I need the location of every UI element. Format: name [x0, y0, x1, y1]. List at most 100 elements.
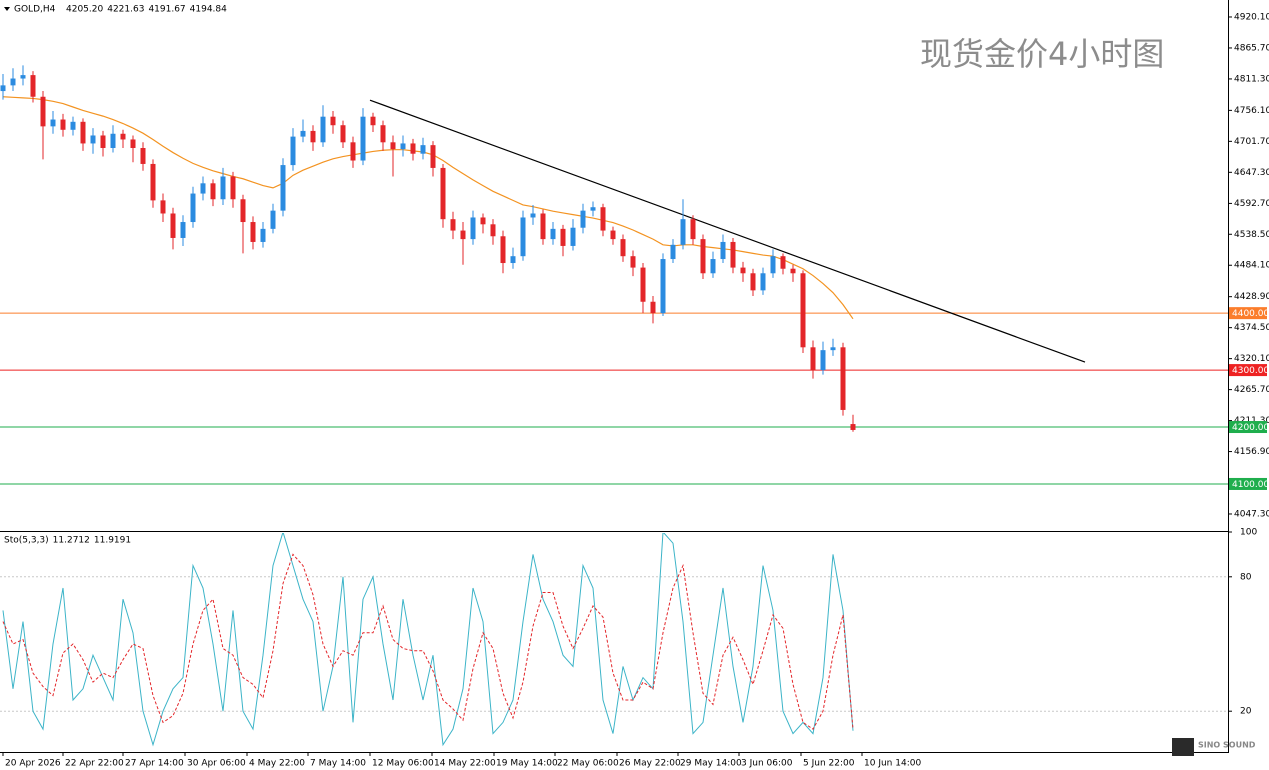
y-tick-label: 4647.30 — [1234, 168, 1269, 178]
trendline — [369, 99, 1086, 363]
candle-body — [820, 350, 826, 371]
candle-body — [780, 256, 786, 269]
candle-body — [850, 424, 856, 430]
candle-body — [730, 241, 736, 268]
candle-body — [280, 165, 286, 211]
candle-body — [570, 227, 576, 246]
x-tick-label: 5 Jun 22:00 — [803, 759, 855, 769]
y-tick-label: 4756.10 — [1234, 106, 1269, 116]
candle-body — [50, 119, 56, 127]
candle-body — [160, 200, 166, 214]
level-label: 4300.00 — [1232, 366, 1269, 376]
candle-body — [250, 222, 256, 242]
x-tick-label: 4 May 22:00 — [249, 759, 305, 769]
x-tick-label: 22 May 06:00 — [557, 759, 619, 769]
candle-body — [10, 78, 16, 86]
candle-body — [770, 256, 776, 274]
candle-body — [710, 259, 716, 274]
candle-body — [190, 193, 196, 223]
candle-body — [200, 183, 206, 194]
candle-body — [140, 148, 146, 164]
stochastic-signal — [2, 553, 854, 730]
x-tick-label: 20 Apr 2026 — [5, 759, 61, 769]
candle-body — [660, 259, 666, 314]
x-tick-label: 7 May 14:00 — [310, 759, 366, 769]
level-label-bg — [1229, 307, 1267, 320]
y-tick-label: 4047.30 — [1234, 509, 1269, 519]
candle-body — [40, 96, 46, 127]
stochastic-panel — [0, 533, 1228, 747]
x-tick-label: 14 May 22:00 — [434, 759, 496, 769]
candle-body — [650, 301, 656, 314]
x-tick-label: 12 May 06:00 — [372, 759, 434, 769]
candle-body — [800, 273, 806, 348]
candle-body — [30, 75, 36, 97]
candle-body — [550, 228, 556, 240]
level-label: 4100.00 — [1232, 480, 1269, 490]
y-tick-label: 4811.30 — [1234, 74, 1269, 84]
indicator-name: Sto(5,3,3) — [4, 536, 49, 546]
candle-body — [70, 121, 76, 130]
candle-body — [530, 213, 536, 218]
candle-body — [420, 145, 426, 154]
candle-body — [410, 143, 416, 154]
candle-body — [740, 267, 746, 274]
y-tick-label: 4265.70 — [1234, 385, 1269, 395]
candle-body — [830, 347, 836, 351]
x-tick-label: 29 May 14:00 — [680, 759, 742, 769]
candle-body — [460, 230, 466, 240]
x-tick-label: 27 Apr 14:00 — [125, 759, 184, 769]
candle-body — [450, 219, 456, 231]
candle-body — [310, 130, 316, 143]
candle-body — [810, 347, 816, 371]
logo: SINO SOUND — [1198, 741, 1256, 750]
y-tick-label: 4374.50 — [1234, 323, 1269, 333]
candle-body — [320, 116, 326, 143]
candle-body — [600, 207, 606, 231]
candle-body — [610, 230, 616, 240]
candle-body — [400, 143, 406, 150]
candle-body — [80, 121, 86, 144]
candle-body — [230, 176, 236, 200]
y-tick-label: 4701.70 — [1234, 137, 1269, 147]
x-tick-label: 22 Apr 22:00 — [65, 759, 124, 769]
candle-body — [220, 176, 226, 200]
candle-body — [520, 217, 526, 257]
candle-body — [510, 256, 516, 264]
candle-body — [760, 273, 766, 291]
candle-body — [150, 163, 156, 201]
candle-body — [580, 210, 586, 228]
x-tick-label: 26 May 22:00 — [619, 759, 681, 769]
level-label: 4400.00 — [1232, 309, 1269, 319]
candle-body — [180, 222, 186, 238]
candle-body — [640, 267, 646, 302]
candle-body — [700, 239, 706, 274]
candle-body — [500, 236, 506, 264]
candle-body — [100, 135, 106, 149]
stochastic-tick-label: 100 — [1240, 528, 1257, 538]
y-tick-label: 4320.10 — [1234, 354, 1269, 364]
candle-body — [240, 199, 246, 223]
candle-body — [300, 130, 306, 137]
menu-arrow[interactable] — [4, 7, 10, 11]
candle-body — [560, 228, 566, 246]
y-tick-label: 4865.70 — [1234, 43, 1269, 53]
axes: 4920.10 4865.70 4811.30 4756.10 4701.70 4647.… — [2, 12, 1269, 769]
candle-body — [720, 241, 726, 260]
candle-body — [370, 116, 376, 126]
x-tick-label: 19 May 14:00 — [496, 759, 558, 769]
candle-body — [210, 183, 216, 200]
y-tick-label: 4156.90 — [1234, 447, 1269, 457]
candle-body — [0, 85, 6, 92]
candle-body — [480, 217, 486, 225]
candle-body — [350, 142, 356, 161]
candle-body — [340, 125, 346, 143]
candle-body — [270, 210, 276, 229]
candle-body — [390, 142, 396, 150]
y-tick-label: 4428.90 — [1234, 292, 1269, 302]
candle-body — [20, 75, 26, 79]
indicator-readout: 11.9191 — [94, 536, 131, 546]
stochastic-main — [2, 533, 854, 747]
y-tick-label: 4920.10 — [1234, 12, 1269, 22]
